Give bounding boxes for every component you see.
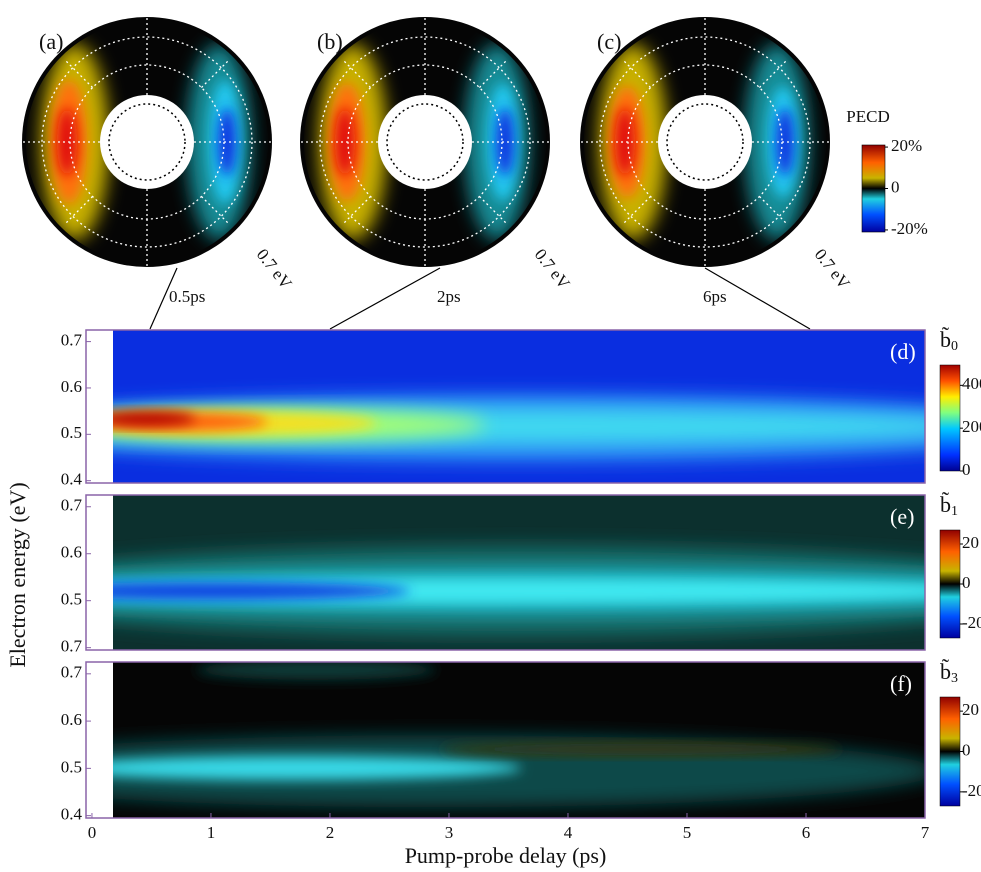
x-tick-label: 0 <box>88 823 97 842</box>
time-label: 6ps <box>703 287 727 306</box>
connector <box>329 267 441 330</box>
panel-label: (c) <box>597 29 621 54</box>
colorbar <box>939 696 961 807</box>
polar-hole <box>100 95 194 189</box>
dotted-spoke <box>621 195 652 226</box>
field-blob <box>196 662 436 680</box>
connector <box>149 267 178 330</box>
colorbar-title: b̃0 <box>940 327 958 354</box>
y-tick-label: 0.7 <box>61 637 83 656</box>
x-tick-label: 1 <box>207 823 216 842</box>
y-tick-label: 0.7 <box>61 663 83 682</box>
colorbar-tick-label: 0 <box>962 573 971 592</box>
dotted-spoke <box>341 195 372 226</box>
panel-label: (b) <box>317 29 343 54</box>
colorbar-subscript: 0 <box>951 339 958 354</box>
heatmap-field <box>113 495 925 650</box>
dotted-ring <box>319 36 531 248</box>
blob <box>615 108 635 176</box>
frame <box>85 494 926 651</box>
colorbar-tick-label: 0 <box>962 460 971 479</box>
colorbar <box>939 364 961 472</box>
colorbar-tick-label: 20 <box>962 533 979 552</box>
x-tick-label: 7 <box>921 823 930 842</box>
polar-hole <box>378 95 472 189</box>
field-blob <box>440 743 841 756</box>
dotted-spoke <box>478 58 509 89</box>
dotted-spoke <box>758 58 789 89</box>
blob <box>335 108 355 176</box>
colorbar-tick-label: 20% <box>891 136 922 155</box>
dotted-spoke <box>200 58 231 89</box>
frame <box>85 661 926 819</box>
colorbar-title: b̃3 <box>940 659 958 686</box>
x-tick-label: 2 <box>326 823 335 842</box>
panel-label: (d) <box>890 339 916 364</box>
colorbar-tick-label: -20 <box>962 613 981 632</box>
field-blob <box>113 756 522 781</box>
colorbar-tick-label: 0 <box>962 740 971 759</box>
dotted-spoke <box>478 195 509 226</box>
field-blob <box>113 582 411 601</box>
polar-hole <box>658 95 752 189</box>
dotted-spoke <box>621 58 652 89</box>
colorbar-symbol: b̃ <box>940 659 951 684</box>
colorbar-tick-label: -20% <box>891 219 928 238</box>
y-tick-label: 0.6 <box>61 543 82 562</box>
colorbar-tick-label: 200 <box>962 417 981 436</box>
dotted-ring <box>386 103 464 181</box>
x-tick-label: 6 <box>802 823 811 842</box>
radius-label: 0.7 eV <box>253 245 296 293</box>
radius-label: 0.7 eV <box>531 245 574 293</box>
time-label: 0.5ps <box>169 287 205 306</box>
dotted-ring <box>41 36 253 248</box>
y-tick-label: 0.4 <box>61 470 83 489</box>
dotted-spoke <box>200 195 231 226</box>
radius-label: 0.7 eV <box>811 245 854 293</box>
colorbar-tick-label: 0 <box>891 177 900 196</box>
y-tick-label: 0.6 <box>61 377 82 396</box>
dotted-spoke <box>341 58 372 89</box>
x-tick-label: 4 <box>564 823 573 842</box>
connector <box>704 267 811 330</box>
heatmap-field <box>113 662 925 818</box>
x-axis-label: Pump-probe delay (ps) <box>405 843 607 868</box>
y-tick-label: 0.5 <box>61 757 82 776</box>
colorbar-title: b̃1 <box>940 492 958 519</box>
dotted-spoke <box>63 58 94 89</box>
heatmap-field <box>113 330 925 483</box>
dotted-ring <box>666 103 744 181</box>
colorbar-title: PECD <box>846 107 889 126</box>
y-tick-label: 0.4 <box>61 805 83 824</box>
colorbar-symbol: b̃ <box>940 492 951 517</box>
panel-label: (f) <box>890 671 912 696</box>
panel-label: (e) <box>890 504 914 529</box>
colorbar-tick-label: -20 <box>962 781 981 800</box>
blob <box>57 108 77 176</box>
y-tick-label: 0.7 <box>61 330 83 349</box>
panel-label: (a) <box>39 29 63 54</box>
dotted-ring <box>599 36 811 248</box>
field-blob <box>113 411 196 426</box>
colorbar <box>861 144 886 233</box>
colorbar-subscript: 1 <box>951 504 958 519</box>
time-label: 2ps <box>437 287 461 306</box>
y-axis-label: Electron energy (eV) <box>5 482 30 667</box>
colorbar-symbol: b̃ <box>940 327 951 352</box>
colorbar-tick-label: 400 <box>962 374 981 393</box>
frame <box>85 329 926 484</box>
dotted-spoke <box>758 195 789 226</box>
y-tick-label: 0.6 <box>61 710 82 729</box>
y-tick-label: 0.7 <box>61 496 83 515</box>
colorbar <box>939 529 961 639</box>
y-tick-label: 0.5 <box>61 590 82 609</box>
x-tick-label: 3 <box>445 823 454 842</box>
dotted-ring <box>108 103 186 181</box>
colorbar-subscript: 3 <box>951 671 958 686</box>
x-tick-label: 5 <box>683 823 692 842</box>
y-tick-label: 0.5 <box>61 423 82 442</box>
dotted-spoke <box>63 195 94 226</box>
colorbar-tick-label: 20 <box>962 700 979 719</box>
